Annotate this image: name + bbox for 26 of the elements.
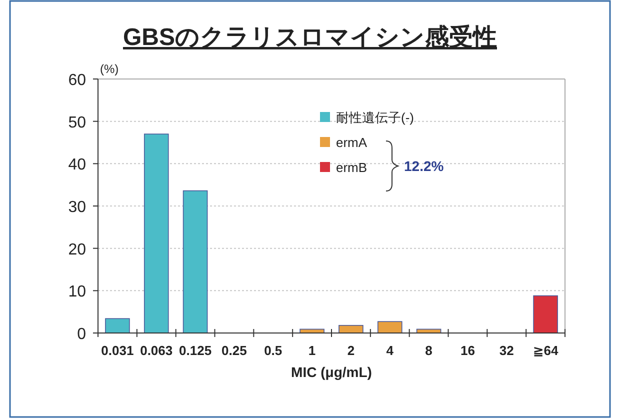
y-tick-label: 0 bbox=[77, 326, 86, 343]
y-tick-label: 60 bbox=[68, 72, 86, 89]
x-tick-label: 0.063 bbox=[140, 343, 173, 358]
x-tick-label: ≧64 bbox=[532, 343, 559, 358]
y-tick-label: 30 bbox=[68, 199, 86, 216]
y-tick-label: 10 bbox=[68, 284, 86, 301]
x-tick-label: 4 bbox=[386, 343, 394, 358]
x-tick-label: 0.25 bbox=[222, 343, 247, 358]
legend-label: ermA bbox=[336, 135, 368, 150]
x-tick-label: 8 bbox=[425, 343, 432, 358]
legend-label: 耐性遺伝子(-) bbox=[336, 110, 414, 125]
x-tick-label: 32 bbox=[499, 343, 514, 358]
x-tick-label: 0.125 bbox=[179, 343, 212, 358]
y-tick-label: 40 bbox=[68, 156, 86, 174]
y-axis-title: (%) bbox=[100, 62, 119, 76]
legend-label: ermB bbox=[336, 160, 368, 175]
x-tick-label: 1 bbox=[308, 343, 316, 358]
x-tick-label: 16 bbox=[460, 343, 475, 358]
y-tick-label: 50 bbox=[68, 114, 86, 132]
annotation: 12.2% bbox=[404, 158, 444, 174]
chart-title: GBSのクラリスロマイシン感受性 bbox=[122, 24, 498, 51]
x-tick-label: 2 bbox=[347, 343, 355, 358]
x-axis-title: MIC (μg/mL) bbox=[291, 364, 372, 380]
x-tick-label: 0.031 bbox=[101, 343, 134, 358]
x-tick-label: 0.5 bbox=[264, 343, 282, 358]
y-tick-label: 20 bbox=[68, 241, 86, 258]
